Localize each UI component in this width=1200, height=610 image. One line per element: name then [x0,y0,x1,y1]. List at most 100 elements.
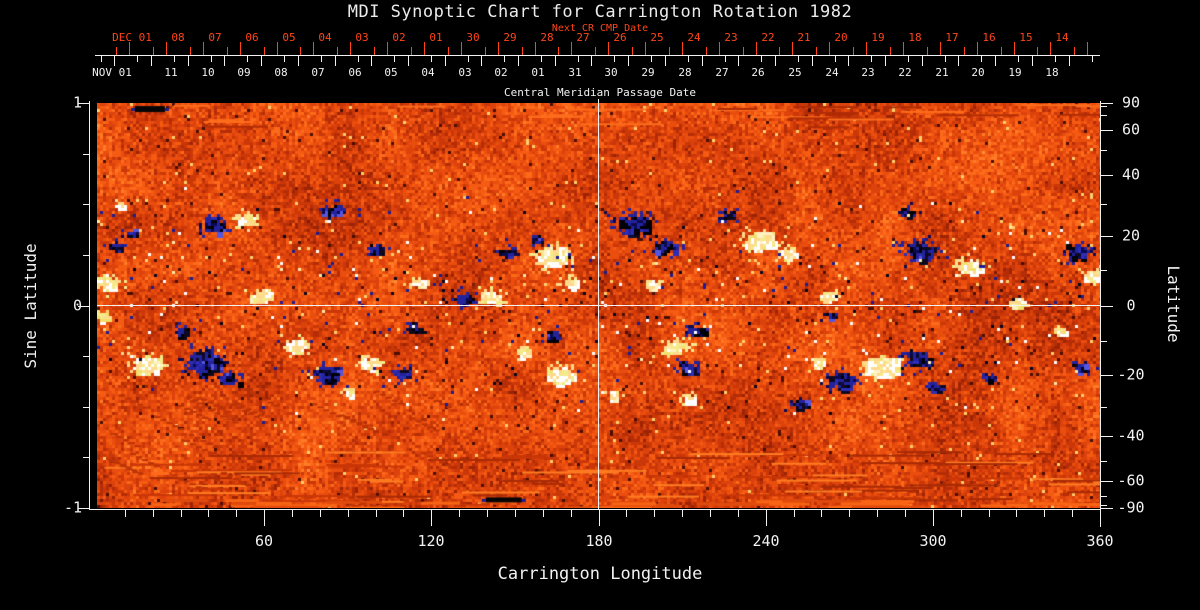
next-cr-date-tick-minor [1074,47,1075,55]
cmp-date-label: 10 [201,66,215,79]
cmp-date-tick [224,56,225,66]
next-cr-date-label: 14 [1055,31,1069,44]
next-cr-date-tick-minor [558,47,559,55]
cmp-date-tick-minor [908,56,909,62]
next-cr-date-label: 07 [208,31,222,44]
latitude-tick-label: -40 [1117,426,1145,445]
latitude-tick-minor [1100,341,1107,342]
next-cr-date-tick-minor [853,47,854,55]
longitude-tick-minor [738,509,739,517]
cmp-date-tick-minor [211,56,212,62]
next-cr-date-tick-minor [522,47,523,55]
sine-latitude-tick-minor [83,255,90,256]
cmp-date-tick-minor [468,56,469,62]
cmp-date-label: 09 [237,66,251,79]
sine-latitude-tick-minor [83,356,90,357]
next-cr-date-tick [571,42,572,55]
next-cr-date-tick [1087,42,1088,55]
next-cr-date-tick-minor [669,47,670,55]
next-cr-date-tick [1050,42,1051,55]
next-cr-date-tick [903,42,904,55]
cmp-date-tick [188,56,189,66]
next-cr-date-tick [866,42,867,55]
cmp-date-tick [665,56,666,66]
left-axis-line [89,101,90,510]
cmp-date-tick [738,56,739,66]
latitude-tick-label: -20 [1117,365,1145,384]
cmp-date-label: 03 [458,66,472,79]
longitude-tick-label: 120 [417,532,445,550]
next-cr-date-tick-minor [448,47,449,55]
longitude-tick-minor [208,509,209,517]
next-cr-date-tick [240,42,241,55]
latitude-tick-minor [1100,505,1107,506]
cmp-date-tick-minor [541,56,542,62]
next-cr-date-tick [313,42,314,55]
cmp-date-label: 23 [861,66,875,79]
cmp-date-tick-minor [761,56,762,62]
next-cr-date-label: 19 [871,31,885,44]
cmp-date-label: 18 [1045,66,1059,79]
next-cr-date-tick-minor [743,47,744,55]
longitude-tick [766,509,767,526]
cmp-date-label: 21 [935,66,949,79]
next-cr-date-label: 03 [355,31,369,44]
next-cr-date-label: 21 [797,31,811,44]
cmp-date-label: 06 [348,66,362,79]
longitude-tick-minor [1072,509,1073,517]
cmp-date-tick-minor [101,56,102,62]
cmp-date-tick-minor [798,56,799,62]
latitude-tick [1100,236,1113,237]
cmp-date-tick-minor [321,56,322,62]
sine-latitude-tick-minor [83,204,90,205]
next-cr-date-label: 20 [834,31,848,44]
cmp-date-tick [702,56,703,66]
latitude-tick-label: 20 [1121,226,1141,245]
next-cr-date-label: 15 [1019,31,1033,44]
cmp-date-tick [261,56,262,66]
next-cr-date-label: 27 [576,31,590,44]
y-axis-label-right: Latitude [1164,265,1183,343]
longitude-tick-minor [292,509,293,517]
longitude-tick-minor [626,509,627,517]
next-cr-date-label: 24 [687,31,701,44]
latitude-tick-minor [1100,204,1107,205]
chart-title: MDI Synoptic Chart for Carrington Rotati… [347,2,853,22]
sine-latitude-tick-label: 0 [72,296,82,315]
longitude-tick-label: 180 [585,532,613,550]
longitude-tick-minor [125,509,126,517]
longitude-tick-minor [961,509,962,517]
longitude-tick-minor [905,509,906,517]
latitude-tick-minor [1100,407,1107,408]
sine-latitude-tick [78,508,90,509]
next-cr-month-label: DEC 01 [112,31,152,44]
next-cr-date-tick [203,42,204,55]
cmp-date-tick-minor [651,56,652,62]
next-cr-date-tick-minor [153,47,154,55]
next-cr-date-tick [977,42,978,55]
next-cr-date-tick-minor [595,47,596,55]
crosshair-vertical [598,99,599,509]
next-cr-date-tick-minor [632,47,633,55]
sine-latitude-tick-label: -1 [63,498,82,517]
next-cr-date-tick-minor [1037,47,1038,55]
next-cr-date-label: 29 [503,31,517,44]
longitude-tick-label: 60 [254,532,274,550]
next-cr-date-tick [535,42,536,55]
crosshair-horizontal [97,305,1100,306]
next-cr-date-label: 06 [245,31,259,44]
latitude-tick-label: 90 [1121,93,1141,112]
current-cr-month-label: NOV 01 [92,66,132,79]
next-cr-date-tick-minor [411,47,412,55]
longitude-tick-minor [320,509,321,517]
next-cr-date-tick-minor [337,47,338,55]
next-cr-date-label: 26 [613,31,627,44]
bottom-axis-line [89,509,1101,510]
cmp-date-tick-minor [358,56,359,62]
cmp-date-label: 11 [164,66,178,79]
latitude-tick-label: 60 [1121,120,1141,139]
longitude-tick-minor [849,509,850,517]
longitude-tick-minor [515,509,516,517]
cmp-date-label: 28 [678,66,692,79]
